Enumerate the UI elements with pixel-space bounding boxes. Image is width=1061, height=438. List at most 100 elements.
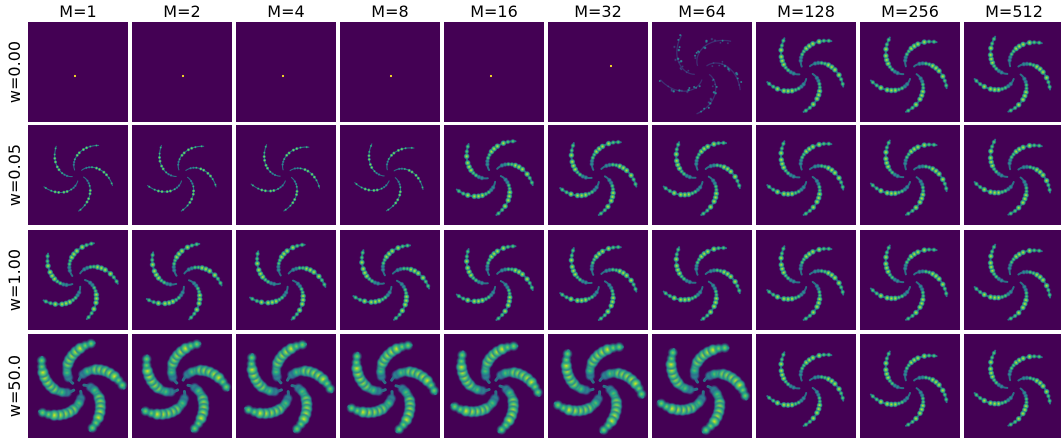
density-blob [608, 197, 615, 204]
heatmap-panel [548, 230, 648, 330]
density-blob [973, 181, 980, 187]
density-blob [655, 398, 667, 409]
density-blob [807, 419, 813, 425]
density-blob [1043, 282, 1050, 289]
density-blob [809, 248, 816, 255]
column-label: M=8 [371, 2, 408, 21]
heatmap-panel [964, 334, 1061, 438]
density-blob [1012, 313, 1018, 319]
density-blob [86, 314, 92, 320]
density-blob [402, 301, 409, 308]
density-blob [821, 141, 827, 147]
density-blob [357, 297, 363, 303]
density-blob [397, 167, 401, 171]
heatmap-panel [132, 125, 232, 225]
density-blob [613, 341, 625, 353]
density-blob [400, 243, 406, 249]
density-blob [149, 257, 155, 263]
density-blob [719, 342, 731, 354]
density-blob [260, 188, 264, 192]
density-blob [779, 356, 785, 363]
density-blob [882, 366, 890, 373]
density-blob [191, 184, 195, 188]
density-blob [989, 144, 995, 150]
density-blob [774, 399, 781, 407]
density-blob [840, 395, 846, 401]
density-blob [315, 273, 323, 280]
density-blob [398, 190, 403, 194]
density-blob [1043, 177, 1050, 184]
density-blob [213, 183, 217, 187]
density-blob [991, 350, 997, 356]
density-blob [870, 287, 876, 293]
density-blob [48, 300, 54, 306]
density-blob [288, 204, 292, 208]
density-blob [813, 409, 821, 416]
density-blob [884, 355, 890, 362]
density-blob [770, 292, 776, 298]
density-blob [69, 188, 73, 191]
density-blob [681, 65, 684, 68]
density-blob [677, 88, 682, 93]
density-blob [931, 247, 937, 253]
heatmap-panel [652, 22, 752, 122]
density-blob [75, 153, 79, 158]
density-blob [87, 422, 98, 434]
density-blob [815, 352, 823, 359]
heatmap-panel [28, 230, 128, 330]
density-blob [72, 160, 76, 164]
density-blob [835, 385, 843, 393]
density-blob [935, 67, 943, 75]
density-blob [627, 277, 635, 284]
density-blob [186, 148, 191, 152]
density-point [281, 74, 285, 78]
density-blob [838, 390, 844, 396]
density-blob [375, 171, 379, 175]
density-blob [675, 247, 681, 253]
heatmap-panel [860, 230, 960, 330]
density-blob [369, 144, 373, 148]
density-blob [826, 352, 832, 358]
density-blob [678, 45, 681, 49]
density-blob [1019, 144, 1027, 151]
density-blob [770, 398, 776, 404]
density-blob [367, 150, 371, 154]
density-blob [56, 190, 61, 195]
density-blob [610, 244, 616, 251]
density-blob [273, 173, 277, 177]
density-blob [987, 51, 994, 59]
density-blob [45, 253, 51, 259]
density-blob [704, 207, 710, 214]
density-blob [299, 166, 303, 170]
density-blob [777, 46, 785, 54]
heatmap-panel [340, 22, 440, 122]
density-blob [715, 245, 722, 251]
density-blob [987, 148, 995, 155]
density-blob [505, 244, 511, 250]
density-blob [527, 175, 533, 181]
density-blob [254, 298, 260, 304]
density-blob [939, 73, 946, 80]
density-blob [255, 266, 262, 274]
density-blob [299, 146, 302, 150]
density-blob [264, 299, 272, 306]
density-blob [602, 312, 608, 318]
density-blob [667, 293, 673, 299]
density-blob [882, 360, 890, 367]
density-blob [678, 33, 682, 37]
density-blob [397, 180, 401, 184]
density-blob [36, 355, 48, 366]
density-blob [721, 39, 724, 42]
density-blob [935, 275, 943, 283]
density-blob [251, 183, 255, 187]
density-blob [696, 50, 700, 53]
density-blob [777, 360, 785, 368]
density-blob [709, 97, 713, 101]
density-blob [367, 188, 371, 192]
density-blob [715, 85, 718, 89]
density-blob [295, 189, 299, 194]
density-blob [886, 37, 892, 43]
density-blob [428, 385, 440, 396]
heatmap-panel [236, 22, 336, 122]
density-blob [973, 286, 980, 292]
